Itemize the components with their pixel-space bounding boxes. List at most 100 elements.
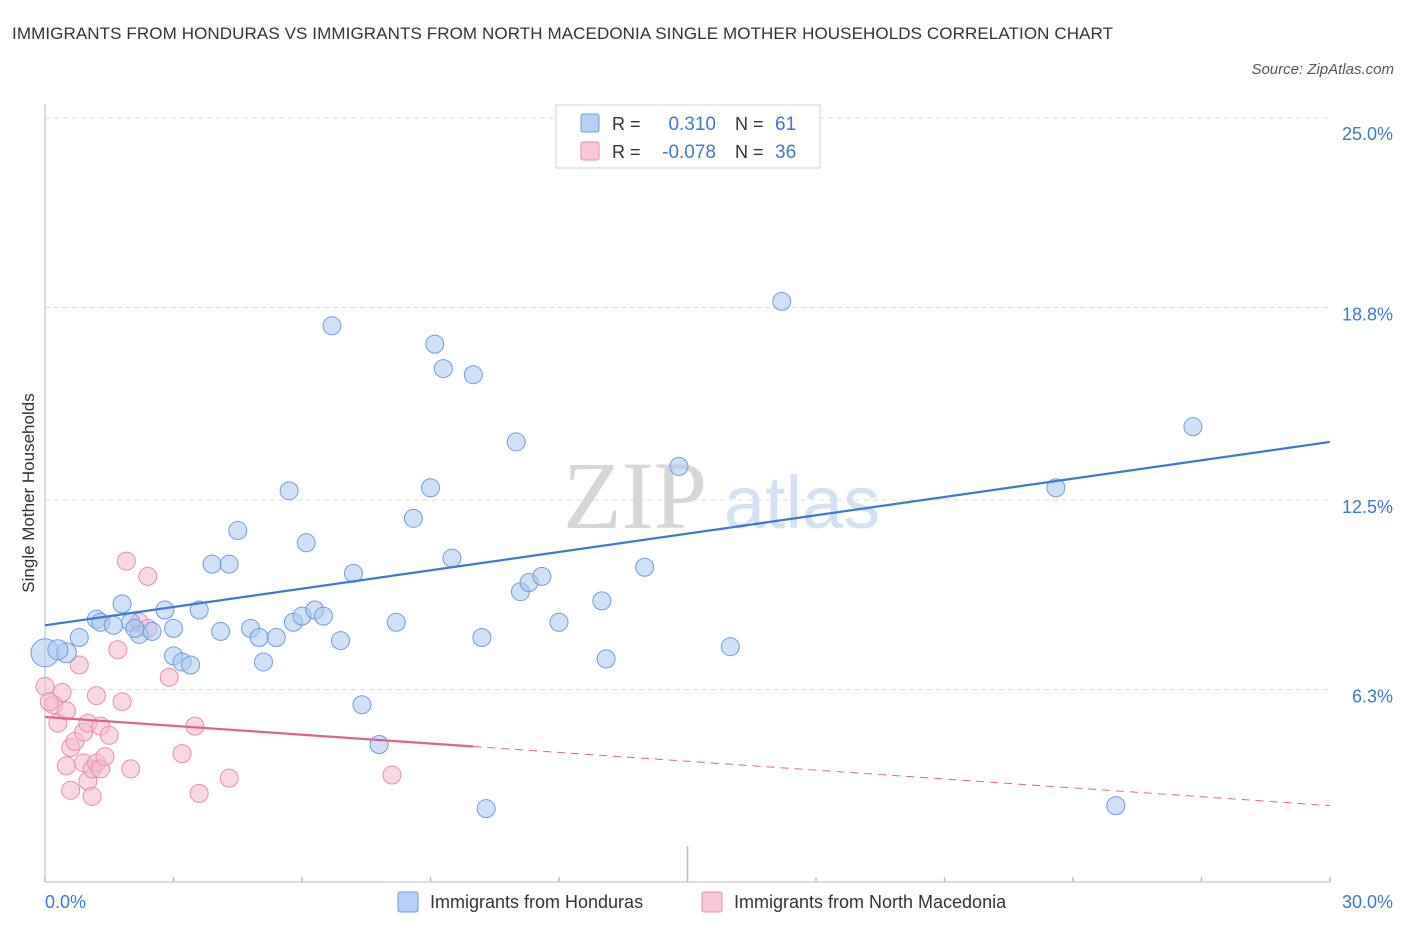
legend-label-honduras: Immigrants from Honduras (430, 892, 643, 912)
legend-swatch-north-macedonia (701, 891, 723, 913)
point-honduras (253, 652, 273, 672)
point-honduras (331, 631, 351, 651)
point-north-macedonia (56, 756, 76, 776)
point-north-macedonia (189, 783, 209, 803)
point-honduras (1046, 478, 1066, 498)
stats-swatch-blue (580, 113, 600, 133)
x-tick-label: 30.0% (1342, 892, 1393, 912)
stats-n-value: 61 (775, 114, 796, 135)
point-honduras (463, 365, 483, 385)
point-honduras (425, 334, 445, 354)
point-north-macedonia (61, 780, 81, 800)
point-honduras (1106, 796, 1126, 816)
point-honduras (47, 639, 69, 661)
point-honduras (266, 628, 286, 648)
point-honduras (386, 612, 406, 632)
point-honduras (164, 618, 183, 638)
point-honduras (125, 618, 145, 638)
y-tick-label: 18.8% (1342, 304, 1393, 324)
point-honduras (279, 481, 299, 501)
legend: Immigrants from Honduras Immigrants from… (397, 891, 1007, 913)
point-honduras (403, 508, 423, 528)
point-honduras (112, 594, 132, 614)
point-north-macedonia (39, 692, 59, 712)
y-axis-label: Single Mother Households (19, 393, 38, 592)
point-honduras (720, 637, 740, 657)
point-north-macedonia (82, 786, 102, 806)
stats-box: R = 0.310 N = 61 R = -0.078 N = 36 (555, 104, 821, 169)
point-north-macedonia (112, 692, 132, 712)
point-honduras (772, 291, 792, 311)
point-north-macedonia (116, 551, 136, 571)
stats-r-value: -0.078 (662, 142, 716, 163)
point-honduras (249, 628, 269, 648)
point-honduras (442, 548, 462, 568)
stats-r-label: R = (612, 114, 641, 134)
point-north-macedonia (138, 566, 158, 586)
trend-line-north-macedonia-extension (473, 746, 1331, 807)
point-north-macedonia (159, 667, 179, 687)
point-honduras (433, 359, 453, 379)
y-tick-label: 25.0% (1342, 124, 1393, 144)
point-honduras (296, 533, 316, 553)
point-honduras (322, 316, 342, 336)
point-honduras (202, 554, 222, 574)
chart-title: IMMIGRANTS FROM HONDURAS VS IMMIGRANTS F… (12, 24, 1114, 43)
watermark: ZIP atlas (563, 442, 880, 549)
legend-label-north-macedonia: Immigrants from North Macedonia (734, 892, 1007, 912)
point-honduras (181, 655, 201, 675)
point-honduras (142, 621, 162, 641)
point-honduras (472, 628, 492, 648)
stats-n-label: N = (735, 142, 764, 162)
watermark-atlas: atlas (724, 461, 880, 544)
point-north-macedonia (219, 768, 239, 788)
legend-swatch-honduras (397, 891, 419, 913)
trend-line-honduras (44, 440, 1331, 627)
point-honduras (596, 649, 616, 669)
axes (44, 104, 1331, 883)
point-honduras (69, 628, 89, 648)
point-honduras (104, 615, 124, 635)
stats-n-value: 36 (775, 142, 796, 163)
x-tick-label: 0.0% (45, 892, 86, 912)
point-north-macedonia (52, 683, 72, 703)
point-honduras (476, 799, 496, 819)
point-north-macedonia (121, 759, 141, 779)
point-honduras (189, 600, 209, 620)
point-north-macedonia (86, 686, 106, 706)
trend-lines (44, 440, 1331, 807)
point-honduras (1183, 417, 1203, 437)
stats-box-frame (555, 104, 821, 169)
stats-r-label: R = (612, 142, 641, 162)
point-honduras (635, 557, 655, 577)
data-points (30, 120, 1203, 819)
grid-lines (45, 117, 1330, 690)
point-honduras (219, 554, 239, 574)
point-honduras (352, 695, 372, 715)
point-honduras (669, 456, 689, 476)
point-honduras (228, 521, 248, 541)
point-north-macedonia (56, 701, 76, 721)
y-tick-label: 6.3% (1352, 686, 1393, 706)
source-label: Source: ZipAtlas.com (1251, 61, 1394, 78)
stats-n-label: N = (735, 114, 764, 134)
point-north-macedonia (382, 765, 402, 785)
point-honduras (421, 478, 440, 498)
point-north-macedonia (108, 640, 128, 660)
point-north-macedonia (172, 744, 192, 764)
stats-swatch-pink (580, 141, 600, 161)
point-honduras (313, 606, 333, 626)
trend-line-north-macedonia (44, 715, 474, 748)
point-honduras (549, 612, 569, 632)
point-honduras (211, 621, 231, 641)
point-north-macedonia (99, 725, 119, 745)
point-north-macedonia (95, 747, 115, 767)
point-honduras (506, 432, 526, 452)
tick-labels: 6.3% 12.5% 18.8% 25.0% 0.0% 30.0% (45, 124, 1393, 912)
point-north-macedonia (69, 655, 89, 675)
stats-r-value: 0.310 (668, 114, 716, 135)
point-honduras (532, 566, 552, 586)
point-honduras (369, 734, 389, 754)
point-honduras (592, 591, 612, 611)
